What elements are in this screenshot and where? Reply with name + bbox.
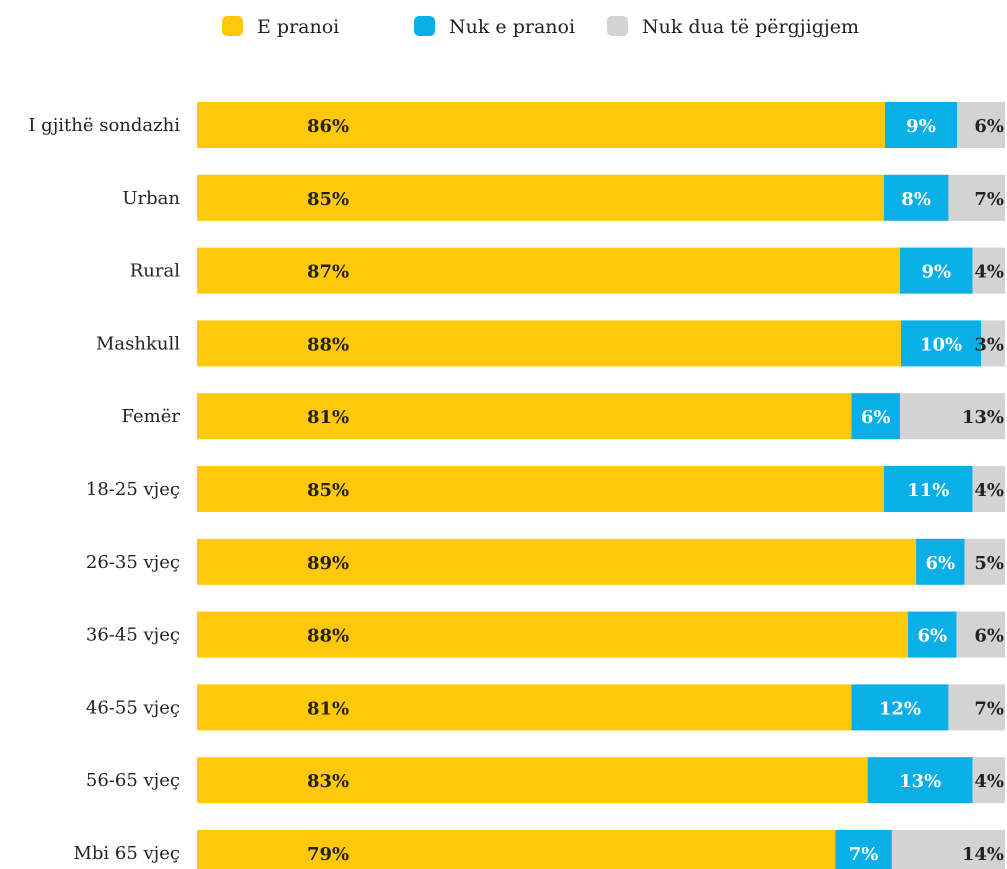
legend-label-nuk-dua-te-pergjigjem: Nuk dua të përgjigjem: [642, 16, 859, 38]
category-label: 46-55 vjeç: [86, 697, 180, 718]
bar-segment-e-pranoi: [197, 466, 884, 512]
category-label: 18-25 vjeç: [86, 479, 180, 500]
bar-segment-nuk-dua-te-pergjigjem: [972, 466, 1005, 512]
bars: [197, 102, 1005, 869]
category-label: I gjithë sondazhi: [28, 115, 180, 136]
value-label-nuk-e-pranoi: 7%: [849, 844, 879, 865]
bar-segment-e-pranoi: [197, 611, 909, 658]
bar-segment-nuk-e-pranoi: [883, 174, 949, 221]
category-labels: I gjithë sondazhi Urban Rural Mashkull Femër…: [28, 115, 180, 864]
value-label-nuk-e-pranoi: 9%: [906, 116, 936, 137]
bar-segment-nuk-e-pranoi: [851, 684, 949, 731]
bar-segment-e-pranoi: [197, 102, 885, 148]
bar-segment-e-pranoi: [197, 320, 901, 367]
bar-segment-e-pranoi: [197, 538, 917, 585]
value-label-e-pranoi: 79%: [307, 844, 349, 865]
value-label-e-pranoi: 89%: [307, 553, 349, 574]
value-label-nuk-dua-te-pergjigjem: 4%: [974, 771, 1004, 792]
value-label-e-pranoi: 88%: [307, 334, 349, 355]
value-label-e-pranoi: 88%: [307, 626, 349, 647]
value-label-nuk-dua-te-pergjigjem: 3%: [974, 334, 1004, 355]
category-label: 26-35 vjeç: [86, 552, 180, 573]
bar-segment-nuk-dua-te-pergjigjem: [891, 830, 1005, 869]
legend-label-e-pranoi: E pranoi: [257, 16, 339, 38]
bar-segment-nuk-e-pranoi: [883, 466, 973, 512]
bar-segment-nuk-e-pranoi: [901, 320, 981, 367]
category-label: 56-65 vjeç: [86, 770, 180, 791]
value-label-nuk-e-pranoi: 6%: [917, 626, 947, 647]
value-label-e-pranoi: 81%: [307, 698, 349, 719]
bar-segment-e-pranoi: [197, 757, 868, 804]
bar-segment-e-pranoi: [197, 393, 852, 440]
category-label: Urban: [122, 188, 180, 209]
chart-legend: E pranoi Nuk e pranoi Nuk dua të përgjigje…: [222, 16, 859, 38]
category-label: Mbi 65 vjeç: [73, 843, 180, 864]
bar-segment-e-pranoi: [197, 684, 852, 731]
value-label-nuk-e-pranoi: 8%: [901, 189, 931, 210]
bar-segment-nuk-dua-te-pergjigjem: [948, 684, 1005, 731]
value-label-nuk-dua-te-pergjigjem: 6%: [974, 116, 1004, 137]
value-label-nuk-dua-te-pergjigjem: 13%: [962, 407, 1004, 428]
bar-segment-nuk-dua-te-pergjigjem: [972, 757, 1005, 804]
value-label-e-pranoi: 87%: [307, 262, 349, 283]
legend-swatch-e-pranoi: [222, 16, 243, 36]
value-label-e-pranoi: 85%: [307, 480, 349, 501]
category-label: Femër: [122, 406, 181, 427]
bar-segment-e-pranoi: [197, 247, 900, 294]
bar-segment-nuk-e-pranoi: [916, 538, 965, 585]
bar-segment-nuk-e-pranoi: [908, 611, 957, 658]
bar-segment-nuk-dua-te-pergjigjem: [948, 174, 1005, 221]
bar-segment-nuk-dua-te-pergjigjem: [972, 247, 1005, 294]
bar-segment-nuk-e-pranoi: [885, 102, 957, 148]
value-label-nuk-dua-te-pergjigjem: 5%: [974, 553, 1004, 574]
value-label-e-pranoi: 85%: [307, 189, 349, 210]
value-label-nuk-e-pranoi: 6%: [861, 407, 891, 428]
bar-segment-nuk-e-pranoi: [899, 247, 973, 294]
value-label-nuk-e-pranoi: 9%: [921, 262, 951, 283]
bar-segment-nuk-e-pranoi: [867, 757, 973, 804]
bar-segment-e-pranoi: [197, 174, 884, 221]
bar-segment-nuk-dua-te-pergjigjem: [957, 102, 1005, 148]
bar-segment-e-pranoi: [197, 830, 836, 869]
value-label-nuk-e-pranoi: 6%: [926, 553, 956, 574]
bar-segment-nuk-e-pranoi: [835, 830, 892, 869]
bar-segment-nuk-e-pranoi: [851, 393, 900, 440]
value-label-nuk-dua-te-pergjigjem: 7%: [974, 698, 1004, 719]
category-label: Rural: [130, 261, 180, 282]
bar-segment-nuk-dua-te-pergjigjem: [981, 320, 1005, 367]
value-label-nuk-dua-te-pergjigjem: 7%: [974, 189, 1004, 210]
value-label-nuk-dua-te-pergjigjem: 4%: [974, 262, 1004, 283]
bar-segment-nuk-dua-te-pergjigjem: [964, 538, 1005, 585]
category-label: Mashkull: [96, 333, 180, 354]
bar-segment-nuk-dua-te-pergjigjem: [899, 393, 1005, 440]
value-label-nuk-dua-te-pergjigjem: 6%: [974, 626, 1004, 647]
legend-swatch-nuk-dua-te-pergjigjem: [607, 16, 628, 36]
value-label-nuk-e-pranoi: 13%: [899, 771, 941, 792]
value-label-e-pranoi: 81%: [307, 407, 349, 428]
value-label-nuk-e-pranoi: 10%: [920, 334, 962, 355]
value-label-nuk-dua-te-pergjigjem: 14%: [962, 844, 1004, 865]
category-label: 36-45 vjeç: [86, 625, 180, 646]
value-label-nuk-e-pranoi: 12%: [879, 698, 921, 719]
value-label-nuk-dua-te-pergjigjem: 4%: [974, 480, 1004, 501]
value-labels: 86% 9% 6% 85% 8% 7% 87% 9% 4% 88% 10% 3% 81% 6% 13% 85%…: [307, 116, 1004, 865]
bar-segment-nuk-dua-te-pergjigjem: [956, 611, 1005, 658]
legend-label-nuk-e-pranoi: Nuk e pranoi: [449, 16, 575, 38]
value-label-e-pranoi: 86%: [307, 116, 349, 137]
value-label-e-pranoi: 83%: [307, 771, 349, 792]
value-label-nuk-e-pranoi: 11%: [907, 480, 949, 501]
legend-swatch-nuk-e-pranoi: [414, 16, 435, 36]
